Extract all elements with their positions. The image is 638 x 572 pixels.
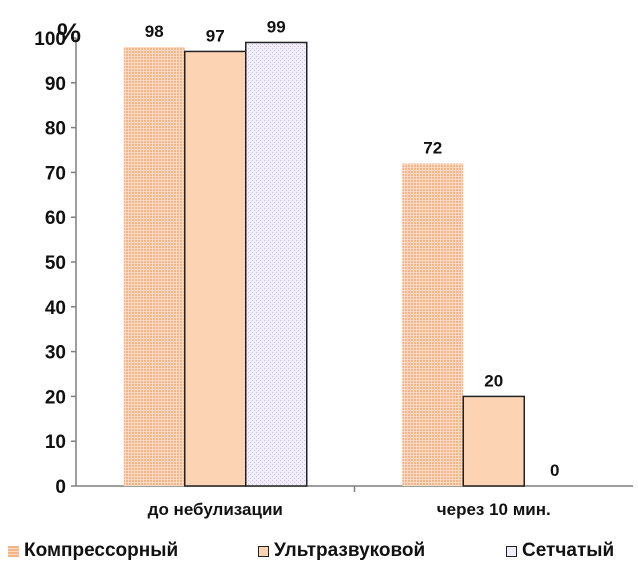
legend-item-setchaty: Сетчатый xyxy=(506,540,614,562)
legend-label-ultrazvukovoy: Ультразвуковой xyxy=(274,540,426,561)
y-tick-label: 50 xyxy=(45,253,66,274)
y-tick-label: 70 xyxy=(45,163,66,184)
legend-swatch-setchaty xyxy=(506,545,517,557)
bar-kompressorny xyxy=(402,163,464,486)
data-label: 72 xyxy=(423,138,442,157)
legend-label-kompressorny: Компрессорный xyxy=(24,540,179,561)
y-tick-label: 100 xyxy=(34,29,66,50)
x-tick-label: до небулизации xyxy=(148,500,283,519)
labels: 0 10 20 30 40 50 60 70 80 90 100% до небулизации чер… xyxy=(34,17,559,519)
bar-ultrazvukovoy xyxy=(462,395,525,487)
data-label: 97 xyxy=(206,26,225,45)
bars xyxy=(123,41,525,487)
legend-item-ultrazvukovoy: Ультразвуковой xyxy=(258,540,425,562)
legend: Компрессорный Ультразвуковой Сетчатый xyxy=(8,540,633,566)
y-tick-label: 20 xyxy=(45,387,66,408)
y-tick-label: 40 xyxy=(45,298,66,319)
bar-chart-plot: 0 10 20 30 40 50 60 70 80 90 100% до небулизации чер… xyxy=(34,17,633,519)
data-label: 20 xyxy=(484,371,503,390)
legend-swatch-ultrazvukovoy xyxy=(258,545,269,557)
y-tick-label: 60 xyxy=(45,208,66,229)
y-tick-label: 30 xyxy=(45,343,66,364)
bar-kompressorny xyxy=(123,46,185,487)
legend-label-setchaty: Сетчатый xyxy=(522,540,615,561)
y-tick-label: 0 xyxy=(55,477,66,498)
y-tick-label: 90 xyxy=(45,74,66,95)
y-axis-unit-label: % xyxy=(57,18,81,48)
bar-setchaty xyxy=(245,41,308,487)
legend-item-kompressorny: Компрессорный xyxy=(8,540,178,562)
x-tick-label: через 10 мин. xyxy=(437,500,551,519)
data-label: 0 xyxy=(550,461,559,480)
y-tick-label: 10 xyxy=(45,432,66,453)
data-label: 98 xyxy=(145,22,164,41)
legend-swatch-kompressorny xyxy=(8,545,19,557)
data-label: 99 xyxy=(267,17,286,36)
y-tick-label: 80 xyxy=(45,119,66,140)
bar-ultrazvukovoy xyxy=(184,50,247,487)
